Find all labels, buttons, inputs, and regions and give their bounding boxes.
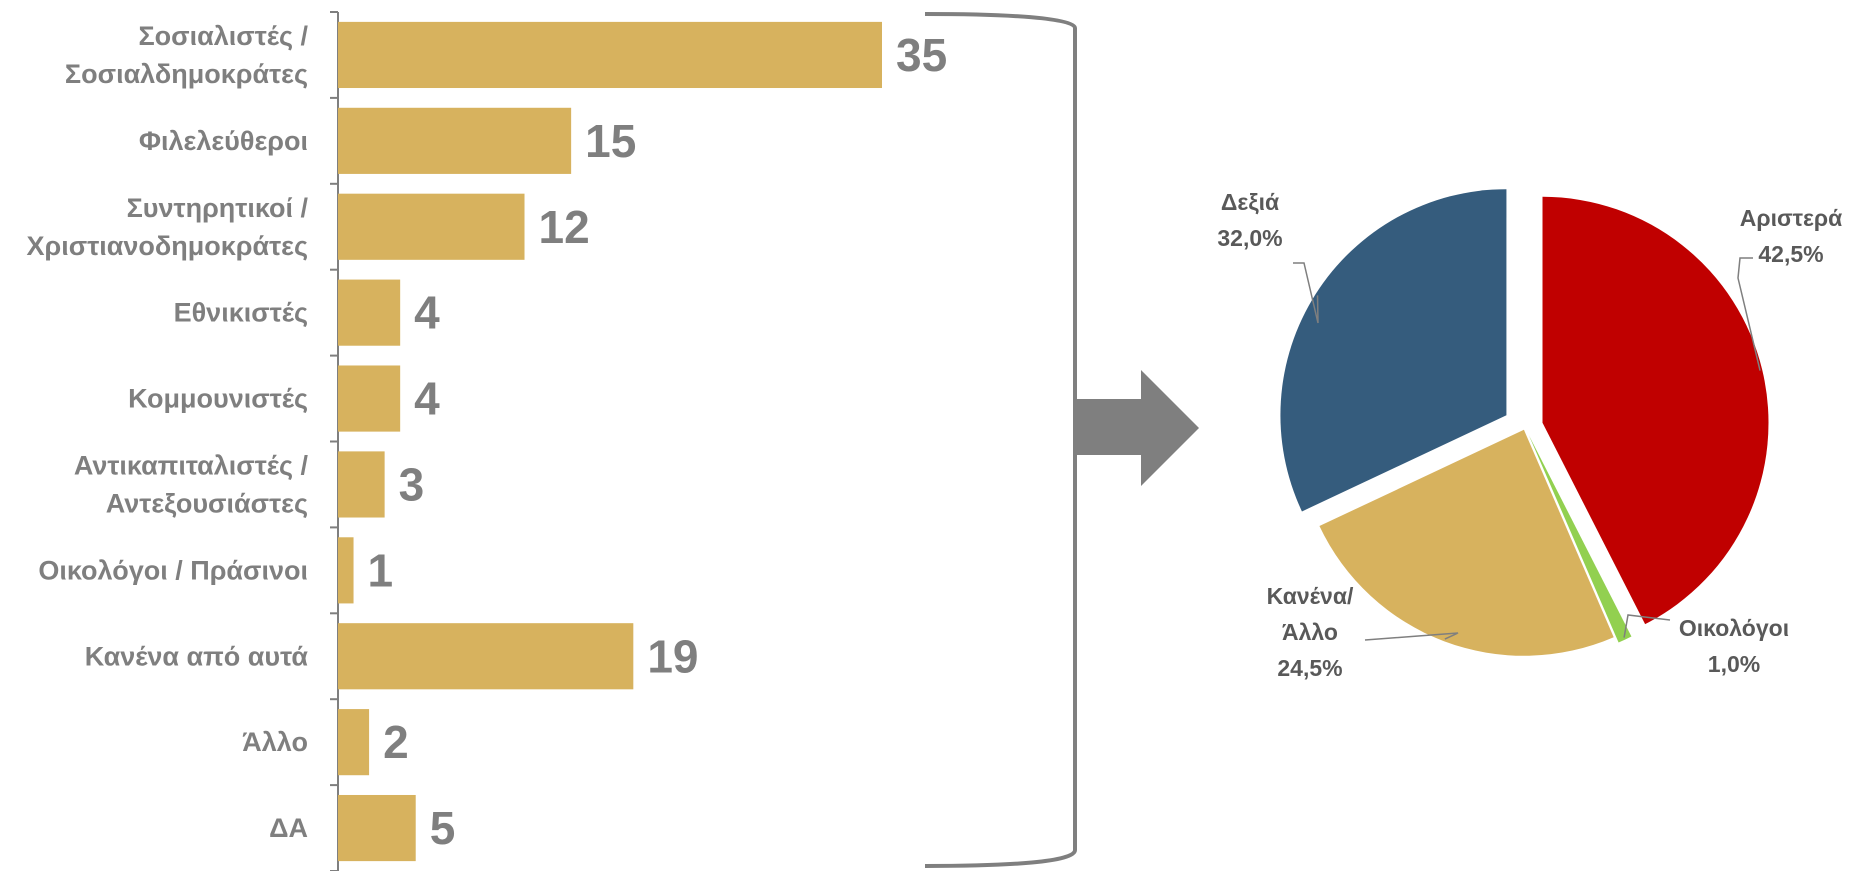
bar-value-label: 3 (399, 458, 425, 510)
bar-category-labels: Σοσιαλιστές / Σοσιαλδημοκράτες Φιλελεύθερο… (27, 21, 309, 843)
pie-slice (1319, 429, 1614, 656)
bar-value-label: 2 (383, 716, 409, 768)
bar-value-labels: 35 15 12 4 4 31 19 25 (368, 29, 948, 854)
bar-value-label: 4 (414, 373, 440, 425)
pie-leader-line (1293, 262, 1319, 324)
bar-category-label-line: Σοσιαλιστές / (138, 21, 308, 51)
bar-category-label-line: Φιλελεύθεροι (139, 126, 308, 156)
bar (338, 107, 572, 174)
right-arrow-icon (1076, 370, 1199, 486)
bar (338, 21, 882, 89)
bar-category-label-line: Εθνικιστές (174, 298, 308, 328)
bar (338, 794, 416, 862)
bar (338, 279, 401, 346)
bar-category-label-line: Συντηρητικοί / (127, 193, 309, 223)
pie-chart: Αριστερά 42,5% Οικολόγοι 1,0% Κανένα/Άλλο 24,… (1217, 189, 1842, 681)
bar-value-label: 12 (539, 201, 590, 253)
bar (338, 537, 354, 604)
bar-category-label-line: Αντεξουσιάστες (106, 488, 308, 518)
pie-slice-label-line: Άλλο (1282, 619, 1338, 645)
bar-value-label: 15 (585, 115, 636, 167)
bar-category-label: Άλλο (242, 727, 308, 757)
bar (338, 709, 370, 776)
bar-category-label: Οικολόγοι / Πράσινοι (38, 555, 308, 585)
bar-category-label: Συντηρητικοί / Χριστιανοδημοκράτες (27, 193, 309, 261)
pie-slice-label-line: Οικολόγοι (1679, 615, 1789, 641)
bar-category-label: Κομμουνιστές (128, 384, 308, 414)
bar-axis-ticks (330, 11, 338, 871)
pie-slice-label-line: 24,5% (1277, 655, 1342, 681)
bar-category-label-line: Αντικαπιταλιστές / (74, 450, 309, 480)
bar (338, 193, 525, 260)
pie-slice (1542, 196, 1769, 625)
pie-slice-label: Δεξιά 32,0% (1217, 189, 1282, 251)
bar-value-label: 1 (368, 544, 394, 596)
bars (338, 21, 882, 862)
bar-value-label: 5 (430, 802, 456, 854)
pie-slice (1528, 435, 1632, 643)
pie-slice-label-line: Αριστερά (1740, 205, 1843, 231)
bar-category-label-line: Κανένα από αυτά (85, 641, 309, 671)
bar-value-label: 4 (414, 287, 440, 339)
pie-leader-line (1364, 632, 1459, 641)
bar-category-label-line: ΔΑ (269, 813, 308, 843)
bar-category-label: Φιλελεύθεροι (139, 126, 308, 156)
bar-category-label: ΔΑ (269, 813, 308, 843)
bar (338, 365, 401, 432)
bar (338, 623, 634, 690)
pie-slice-label-line: Δεξιά (1221, 189, 1279, 215)
pie-slice-label-line: 32,0% (1217, 225, 1282, 251)
bar-chart: 35 15 12 4 4 31 19 25 Σοσιαλιστές / Σοσιαλδημοκρ… (27, 11, 948, 871)
pie-slice-label: Κανένα/Άλλο 24,5% (1267, 583, 1354, 681)
bar-category-label-line: Χριστιανοδημοκράτες (27, 231, 308, 261)
pie-slice-label-line: Κανένα/ (1267, 583, 1354, 609)
pie-slice (1280, 189, 1507, 512)
bar-value-label: 35 (896, 29, 947, 81)
bar-category-label-line: Κομμουνιστές (128, 384, 308, 414)
pie-slice-label: Οικολόγοι 1,0% (1679, 615, 1789, 677)
bar-category-label-line: Οικολόγοι / Πράσινοι (38, 555, 308, 585)
bar-category-label: Σοσιαλιστές / Σοσιαλδημοκράτες (65, 21, 309, 89)
bar-value-label: 19 (647, 630, 698, 682)
bar-category-label-line: Σοσιαλδημοκράτες (65, 59, 308, 89)
pie-leader-line (1737, 257, 1761, 371)
bar-category-label-line: Άλλο (242, 727, 308, 757)
bar (338, 451, 385, 518)
pie-slice-label-line: 42,5% (1758, 241, 1823, 267)
bar-category-label: Αντικαπιταλιστές / Αντεξουσιάστες (74, 450, 309, 518)
bar-category-label: Κανένα από αυτά (85, 641, 309, 671)
pie-leader-line (1623, 614, 1671, 638)
bar-category-label: Εθνικιστές (174, 298, 308, 328)
pie-slice-label: Αριστερά 42,5% (1740, 205, 1843, 267)
grouping-bracket (924, 12, 1077, 868)
pie-slice-label-line: 1,0% (1708, 651, 1760, 677)
